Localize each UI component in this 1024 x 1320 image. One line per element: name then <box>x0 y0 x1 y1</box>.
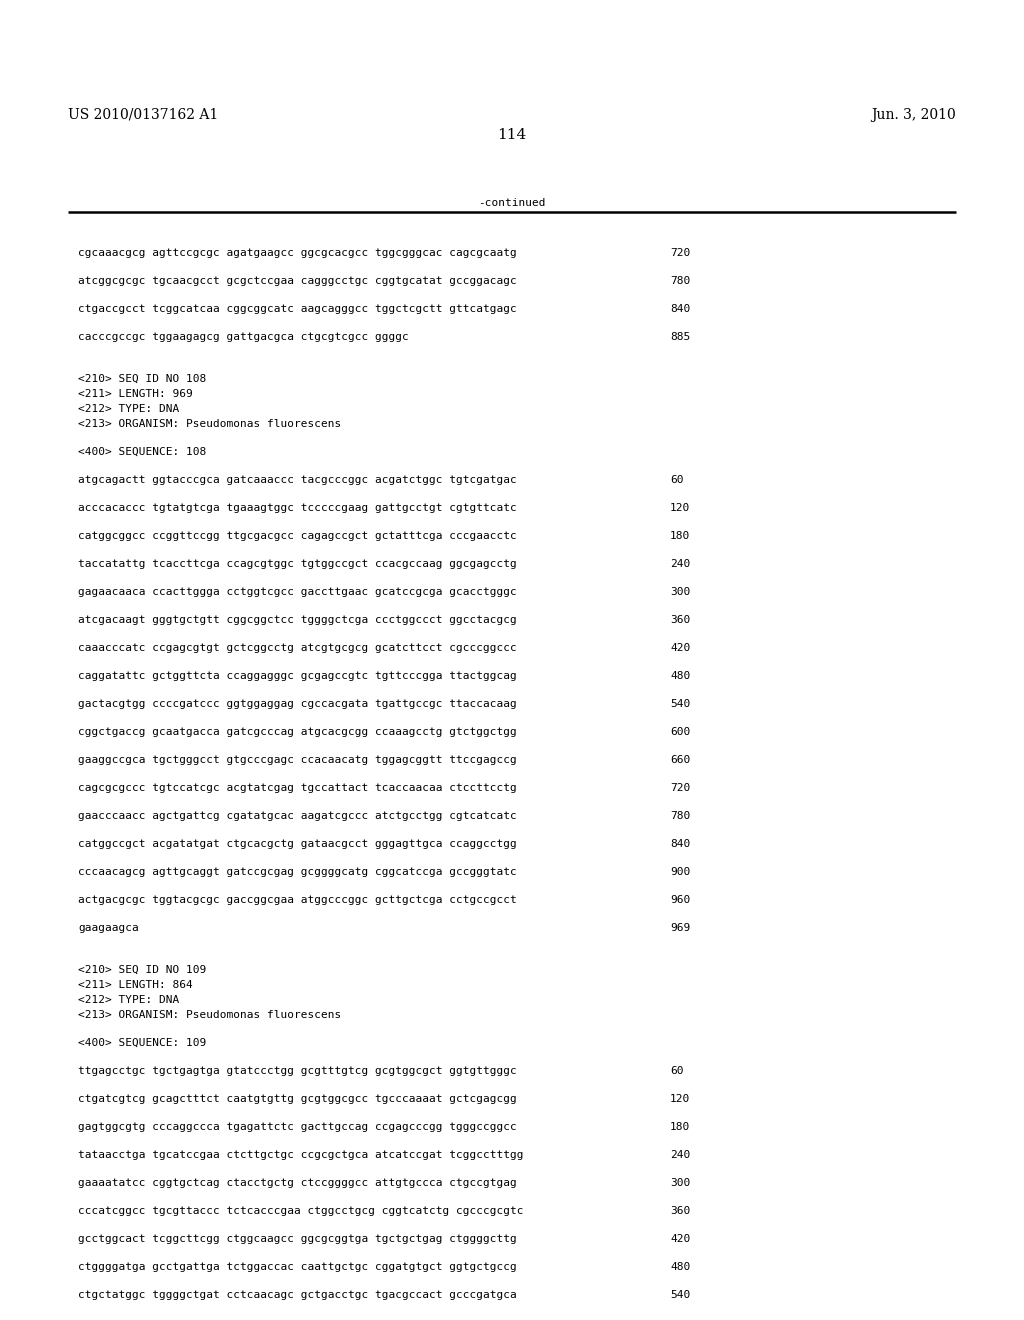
Text: 240: 240 <box>670 558 690 569</box>
Text: <212> TYPE: DNA: <212> TYPE: DNA <box>78 995 179 1005</box>
Text: cggctgaccg gcaatgacca gatcgcccag atgcacgcgg ccaaagcctg gtctggctgg: cggctgaccg gcaatgacca gatcgcccag atgcacg… <box>78 727 517 737</box>
Text: <210> SEQ ID NO 108: <210> SEQ ID NO 108 <box>78 374 206 384</box>
Text: Jun. 3, 2010: Jun. 3, 2010 <box>871 108 956 121</box>
Text: 300: 300 <box>670 1177 690 1188</box>
Text: 780: 780 <box>670 276 690 286</box>
Text: gaacccaacc agctgattcg cgatatgcac aagatcgccc atctgcctgg cgtcatcatc: gaacccaacc agctgattcg cgatatgcac aagatcg… <box>78 810 517 821</box>
Text: gaaggccgca tgctgggcct gtgcccgagc ccacaacatg tggagcggtt ttccgagccg: gaaggccgca tgctgggcct gtgcccgagc ccacaac… <box>78 755 517 766</box>
Text: 780: 780 <box>670 810 690 821</box>
Text: 360: 360 <box>670 1206 690 1216</box>
Text: 540: 540 <box>670 700 690 709</box>
Text: 114: 114 <box>498 128 526 143</box>
Text: 660: 660 <box>670 755 690 766</box>
Text: gagtggcgtg cccaggccca tgagattctc gacttgccag ccgagcccgg tgggccggcc: gagtggcgtg cccaggccca tgagattctc gacttgc… <box>78 1122 517 1133</box>
Text: gcctggcact tcggcttcgg ctggcaagcc ggcgcggtga tgctgctgag ctggggcttg: gcctggcact tcggcttcgg ctggcaagcc ggcgcgg… <box>78 1234 517 1243</box>
Text: catggccgct acgatatgat ctgcacgctg gataacgcct gggagttgca ccaggcctgg: catggccgct acgatatgat ctgcacgctg gataacg… <box>78 840 517 849</box>
Text: 240: 240 <box>670 1150 690 1160</box>
Text: 540: 540 <box>670 1290 690 1300</box>
Text: 600: 600 <box>670 727 690 737</box>
Text: <210> SEQ ID NO 109: <210> SEQ ID NO 109 <box>78 965 206 975</box>
Text: gaaaatatcc cggtgctcag ctacctgctg ctccggggcc attgtgccca ctgccgtgag: gaaaatatcc cggtgctcag ctacctgctg ctccggg… <box>78 1177 517 1188</box>
Text: 885: 885 <box>670 333 690 342</box>
Text: atcggcgcgc tgcaacgcct gcgctccgaa cagggcctgc cggtgcatat gccggacagc: atcggcgcgc tgcaacgcct gcgctccgaa cagggcc… <box>78 276 517 286</box>
Text: -continued: -continued <box>478 198 546 209</box>
Text: 720: 720 <box>670 248 690 257</box>
Text: <211> LENGTH: 969: <211> LENGTH: 969 <box>78 389 193 399</box>
Text: 60: 60 <box>670 1067 683 1076</box>
Text: 840: 840 <box>670 304 690 314</box>
Text: 480: 480 <box>670 1262 690 1272</box>
Text: gaagaagca: gaagaagca <box>78 923 138 933</box>
Text: <400> SEQUENCE: 109: <400> SEQUENCE: 109 <box>78 1038 206 1048</box>
Text: cacccgccgc tggaagagcg gattgacgca ctgcgtcgcc ggggc: cacccgccgc tggaagagcg gattgacgca ctgcgtc… <box>78 333 409 342</box>
Text: ctgatcgtcg gcagctttct caatgtgttg gcgtggcgcc tgcccaaaat gctcgagcgg: ctgatcgtcg gcagctttct caatgtgttg gcgtggc… <box>78 1094 517 1104</box>
Text: 360: 360 <box>670 615 690 624</box>
Text: 420: 420 <box>670 1234 690 1243</box>
Text: ctgaccgcct tcggcatcaa cggcggcatc aagcagggcc tggctcgctt gttcatgagc: ctgaccgcct tcggcatcaa cggcggcatc aagcagg… <box>78 304 517 314</box>
Text: <212> TYPE: DNA: <212> TYPE: DNA <box>78 404 179 414</box>
Text: cccaacagcg agttgcaggt gatccgcgag gcggggcatg cggcatccga gccgggtatc: cccaacagcg agttgcaggt gatccgcgag gcggggc… <box>78 867 517 876</box>
Text: 720: 720 <box>670 783 690 793</box>
Text: <213> ORGANISM: Pseudomonas fluorescens: <213> ORGANISM: Pseudomonas fluorescens <box>78 1010 341 1020</box>
Text: gagaacaaca ccacttggga cctggtcgcc gaccttgaac gcatccgcga gcacctgggc: gagaacaaca ccacttggga cctggtcgcc gaccttg… <box>78 587 517 597</box>
Text: 900: 900 <box>670 867 690 876</box>
Text: cccatcggcc tgcgttaccc tctcacccgaa ctggcctgcg cggtcatctg cgcccgcgtc: cccatcggcc tgcgttaccc tctcacccgaa ctggcc… <box>78 1206 523 1216</box>
Text: 960: 960 <box>670 895 690 906</box>
Text: taccatattg tcaccttcga ccagcgtggc tgtggccgct ccacgccaag ggcgagcctg: taccatattg tcaccttcga ccagcgtggc tgtggcc… <box>78 558 517 569</box>
Text: 120: 120 <box>670 503 690 513</box>
Text: ctgctatggc tggggctgat cctcaacagc gctgacctgc tgacgccact gcccgatgca: ctgctatggc tggggctgat cctcaacagc gctgacc… <box>78 1290 517 1300</box>
Text: <211> LENGTH: 864: <211> LENGTH: 864 <box>78 979 193 990</box>
Text: <213> ORGANISM: Pseudomonas fluorescens: <213> ORGANISM: Pseudomonas fluorescens <box>78 418 341 429</box>
Text: cgcaaacgcg agttccgcgc agatgaagcc ggcgcacgcc tggcgggcac cagcgcaatg: cgcaaacgcg agttccgcgc agatgaagcc ggcgcac… <box>78 248 517 257</box>
Text: 120: 120 <box>670 1094 690 1104</box>
Text: caaacccatc ccgagcgtgt gctcggcctg atcgtgcgcg gcatcttcct cgcccggccc: caaacccatc ccgagcgtgt gctcggcctg atcgtgc… <box>78 643 517 653</box>
Text: ttgagcctgc tgctgagtga gtatccctgg gcgtttgtcg gcgtggcgct ggtgttgggc: ttgagcctgc tgctgagtga gtatccctgg gcgtttg… <box>78 1067 517 1076</box>
Text: 840: 840 <box>670 840 690 849</box>
Text: acccacaccc tgtatgtcga tgaaagtggc tcccccgaag gattgcctgt cgtgttcatc: acccacaccc tgtatgtcga tgaaagtggc tcccccg… <box>78 503 517 513</box>
Text: 480: 480 <box>670 671 690 681</box>
Text: 180: 180 <box>670 531 690 541</box>
Text: gactacgtgg ccccgatccc ggtggaggag cgccacgata tgattgccgc ttaccacaag: gactacgtgg ccccgatccc ggtggaggag cgccacg… <box>78 700 517 709</box>
Text: 420: 420 <box>670 643 690 653</box>
Text: ctggggatga gcctgattga tctggaccac caattgctgc cggatgtgct ggtgctgccg: ctggggatga gcctgattga tctggaccac caattgc… <box>78 1262 517 1272</box>
Text: 60: 60 <box>670 475 683 484</box>
Text: atgcagactt ggtacccgca gatcaaaccc tacgcccggc acgatctggc tgtcgatgac: atgcagactt ggtacccgca gatcaaaccc tacgccc… <box>78 475 517 484</box>
Text: cagcgcgccc tgtccatcgc acgtatcgag tgccattact tcaccaacaa ctccttcctg: cagcgcgccc tgtccatcgc acgtatcgag tgccatt… <box>78 783 517 793</box>
Text: 969: 969 <box>670 923 690 933</box>
Text: US 2010/0137162 A1: US 2010/0137162 A1 <box>68 108 218 121</box>
Text: actgacgcgc tggtacgcgc gaccggcgaa atggcccggc gcttgctcga cctgccgcct: actgacgcgc tggtacgcgc gaccggcgaa atggccc… <box>78 895 517 906</box>
Text: 300: 300 <box>670 587 690 597</box>
Text: tataacctga tgcatccgaa ctcttgctgc ccgcgctgca atcatccgat tcggcctttgg: tataacctga tgcatccgaa ctcttgctgc ccgcgct… <box>78 1150 523 1160</box>
Text: atcgacaagt gggtgctgtt cggcggctcc tggggctcga ccctggccct ggcctacgcg: atcgacaagt gggtgctgtt cggcggctcc tggggct… <box>78 615 517 624</box>
Text: 180: 180 <box>670 1122 690 1133</box>
Text: catggcggcc ccggttccgg ttgcgacgcc cagagccgct gctatttcga cccgaacctc: catggcggcc ccggttccgg ttgcgacgcc cagagcc… <box>78 531 517 541</box>
Text: <400> SEQUENCE: 108: <400> SEQUENCE: 108 <box>78 447 206 457</box>
Text: caggatattc gctggttcta ccaggagggc gcgagccgtc tgttcccgga ttactggcag: caggatattc gctggttcta ccaggagggc gcgagcc… <box>78 671 517 681</box>
